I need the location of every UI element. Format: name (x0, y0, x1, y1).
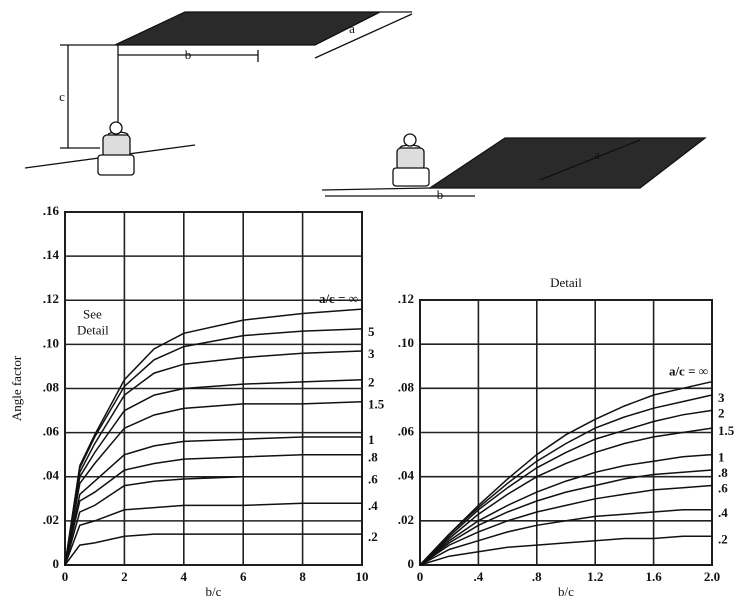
curve-label: .6 (718, 480, 728, 495)
y-tick-label: .06 (43, 424, 60, 439)
curve-label: a/c = ∞ (319, 291, 358, 306)
curve-label: 2 (368, 375, 375, 390)
curve (65, 534, 362, 565)
curve-label: a/c = ∞ (669, 364, 708, 379)
person-legs (393, 168, 429, 186)
y-tick-label: .04 (398, 468, 415, 483)
curve-label: 1.5 (368, 397, 385, 412)
curve (420, 455, 712, 565)
curve-label: 1 (368, 432, 375, 447)
y-tick-label: .02 (43, 512, 59, 527)
curve-label: 1.5 (718, 423, 735, 438)
curve-label: 5 (368, 324, 375, 339)
y-tick-label: .06 (398, 423, 415, 438)
y-tick-label: 0 (408, 556, 415, 571)
annotation: Detail (77, 323, 109, 338)
label-c: c (59, 89, 65, 104)
x-axis-title: b/c (206, 584, 222, 599)
x-tick-label: 2 (121, 569, 128, 584)
annotation: See (83, 307, 102, 322)
curve (420, 470, 712, 565)
curve (65, 402, 362, 565)
person-head (110, 122, 122, 134)
person-legs (98, 155, 134, 175)
x-tick-label: 6 (240, 569, 247, 584)
x-tick-label: 1.2 (587, 569, 603, 584)
y-tick-label: .10 (43, 335, 59, 350)
x-tick-label: 4 (181, 569, 188, 584)
curve-label: .4 (368, 498, 378, 513)
figure: c b a b a 0 .02 .04 .06 .08 .10 .12 .14 .16 0 2 4 6 8… (0, 0, 745, 601)
curve (65, 437, 362, 565)
x-tick-label: 0 (417, 569, 424, 584)
ground-line (322, 188, 430, 190)
curve (420, 486, 712, 566)
x-tick-label: 0 (62, 569, 69, 584)
curve-label: .8 (718, 465, 728, 480)
y-tick-label: .08 (43, 379, 60, 394)
curve-label: .2 (718, 531, 728, 546)
curve-label: .2 (368, 529, 378, 544)
y-tick-label: 0 (53, 556, 60, 571)
y-tick-label: .04 (43, 468, 60, 483)
page: {"illustrations": [{"labels": ["c", "b",… (0, 0, 745, 601)
label-a: a (349, 21, 355, 36)
y-tick-label: .08 (398, 379, 415, 394)
person-body (103, 135, 130, 157)
label-a: a (594, 147, 600, 162)
curve-label: 1 (718, 450, 725, 465)
label-b: b (185, 47, 192, 62)
curve-label: 3 (718, 390, 725, 405)
x-tick-label: .8 (532, 569, 542, 584)
label-b: b (437, 187, 444, 202)
chart-title: Detail (550, 275, 582, 290)
x-axis-title: b/c (558, 584, 574, 599)
curve-label: 3 (368, 346, 375, 361)
y-tick-label: .12 (43, 291, 59, 306)
y-tick-label: .12 (398, 291, 414, 306)
floor-panel (430, 138, 705, 188)
y-tick-label: .10 (398, 335, 414, 350)
curve (420, 410, 712, 565)
x-tick-label: 1.6 (645, 569, 662, 584)
curve (65, 455, 362, 565)
x-tick-label: .4 (474, 569, 484, 584)
curve-label: .8 (368, 450, 378, 465)
curve (420, 536, 712, 565)
y-tick-label: .16 (43, 203, 60, 218)
ceiling-panel (115, 12, 380, 45)
curve-label: 2 (718, 405, 725, 420)
x-tick-label: 2.0 (704, 569, 720, 584)
x-tick-label: 10 (356, 569, 369, 584)
y-tick-label: .14 (43, 247, 60, 262)
curve-label: .4 (718, 505, 728, 520)
person-body (397, 148, 424, 170)
y-axis-title: Angle factor (9, 355, 24, 421)
x-tick-label: 8 (299, 569, 306, 584)
person-head (404, 134, 416, 146)
illustration-left: c b a (25, 12, 412, 175)
curve-label: .6 (368, 472, 378, 487)
y-tick-label: .02 (398, 512, 414, 527)
curve (420, 395, 712, 565)
illustration-right: b a (322, 134, 705, 202)
